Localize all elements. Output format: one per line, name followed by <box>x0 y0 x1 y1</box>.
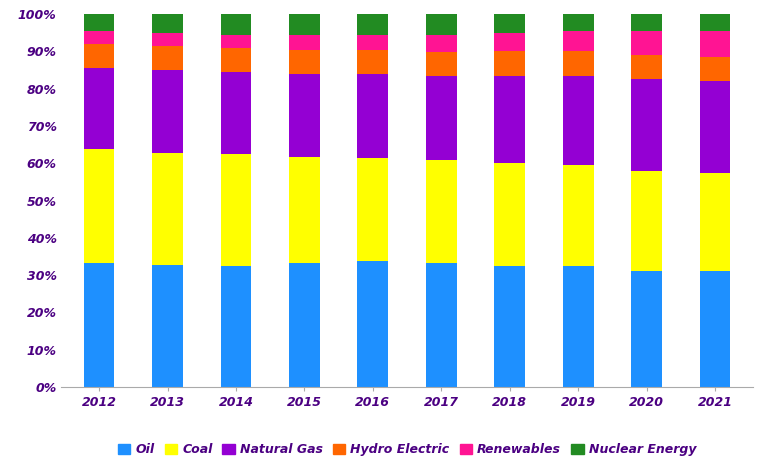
Bar <box>631 31 662 55</box>
Bar <box>357 50 388 74</box>
Bar <box>357 35 388 50</box>
Bar <box>563 51 594 76</box>
Bar <box>357 14 388 35</box>
Bar <box>152 33 183 46</box>
Bar <box>700 271 730 387</box>
Bar <box>495 266 525 387</box>
Bar <box>220 154 251 266</box>
Bar <box>289 263 319 387</box>
Bar <box>563 14 594 31</box>
Bar <box>563 165 594 266</box>
Bar <box>495 51 525 76</box>
Bar <box>426 35 457 51</box>
Bar <box>563 76 594 165</box>
Bar <box>152 70 183 153</box>
Bar <box>220 48 251 72</box>
Bar <box>84 68 114 149</box>
Bar <box>700 57 730 81</box>
Bar <box>700 31 730 57</box>
Bar <box>495 76 525 163</box>
Bar <box>152 14 183 33</box>
Bar <box>700 14 730 31</box>
Bar <box>426 14 457 35</box>
Bar <box>289 35 319 50</box>
Bar <box>563 266 594 387</box>
Bar <box>700 81 730 173</box>
Bar <box>84 149 114 263</box>
Bar <box>289 14 319 35</box>
Bar <box>426 51 457 76</box>
Bar <box>631 14 662 31</box>
Bar <box>84 44 114 68</box>
Bar <box>289 157 319 263</box>
Bar <box>631 55 662 79</box>
Bar <box>220 14 251 34</box>
Bar <box>289 74 319 157</box>
Bar <box>426 263 457 387</box>
Bar <box>495 14 525 33</box>
Bar <box>426 160 457 263</box>
Bar <box>563 31 594 51</box>
Bar <box>84 14 114 31</box>
Bar <box>357 159 388 261</box>
Bar <box>700 173 730 271</box>
Bar <box>152 265 183 387</box>
Bar <box>220 72 251 154</box>
Bar <box>152 46 183 70</box>
Bar <box>289 50 319 74</box>
Bar <box>495 33 525 51</box>
Bar <box>357 74 388 159</box>
Bar <box>84 263 114 387</box>
Bar <box>495 163 525 266</box>
Bar <box>220 266 251 387</box>
Bar <box>631 171 662 271</box>
Bar <box>426 76 457 160</box>
Bar <box>84 31 114 44</box>
Bar <box>357 261 388 387</box>
Bar <box>152 153 183 265</box>
Legend: Oil, Coal, Natural Gas, Hydro Electric, Renewables, Nuclear Energy: Oil, Coal, Natural Gas, Hydro Electric, … <box>113 438 701 461</box>
Bar <box>631 79 662 171</box>
Bar <box>220 34 251 48</box>
Bar <box>631 271 662 387</box>
